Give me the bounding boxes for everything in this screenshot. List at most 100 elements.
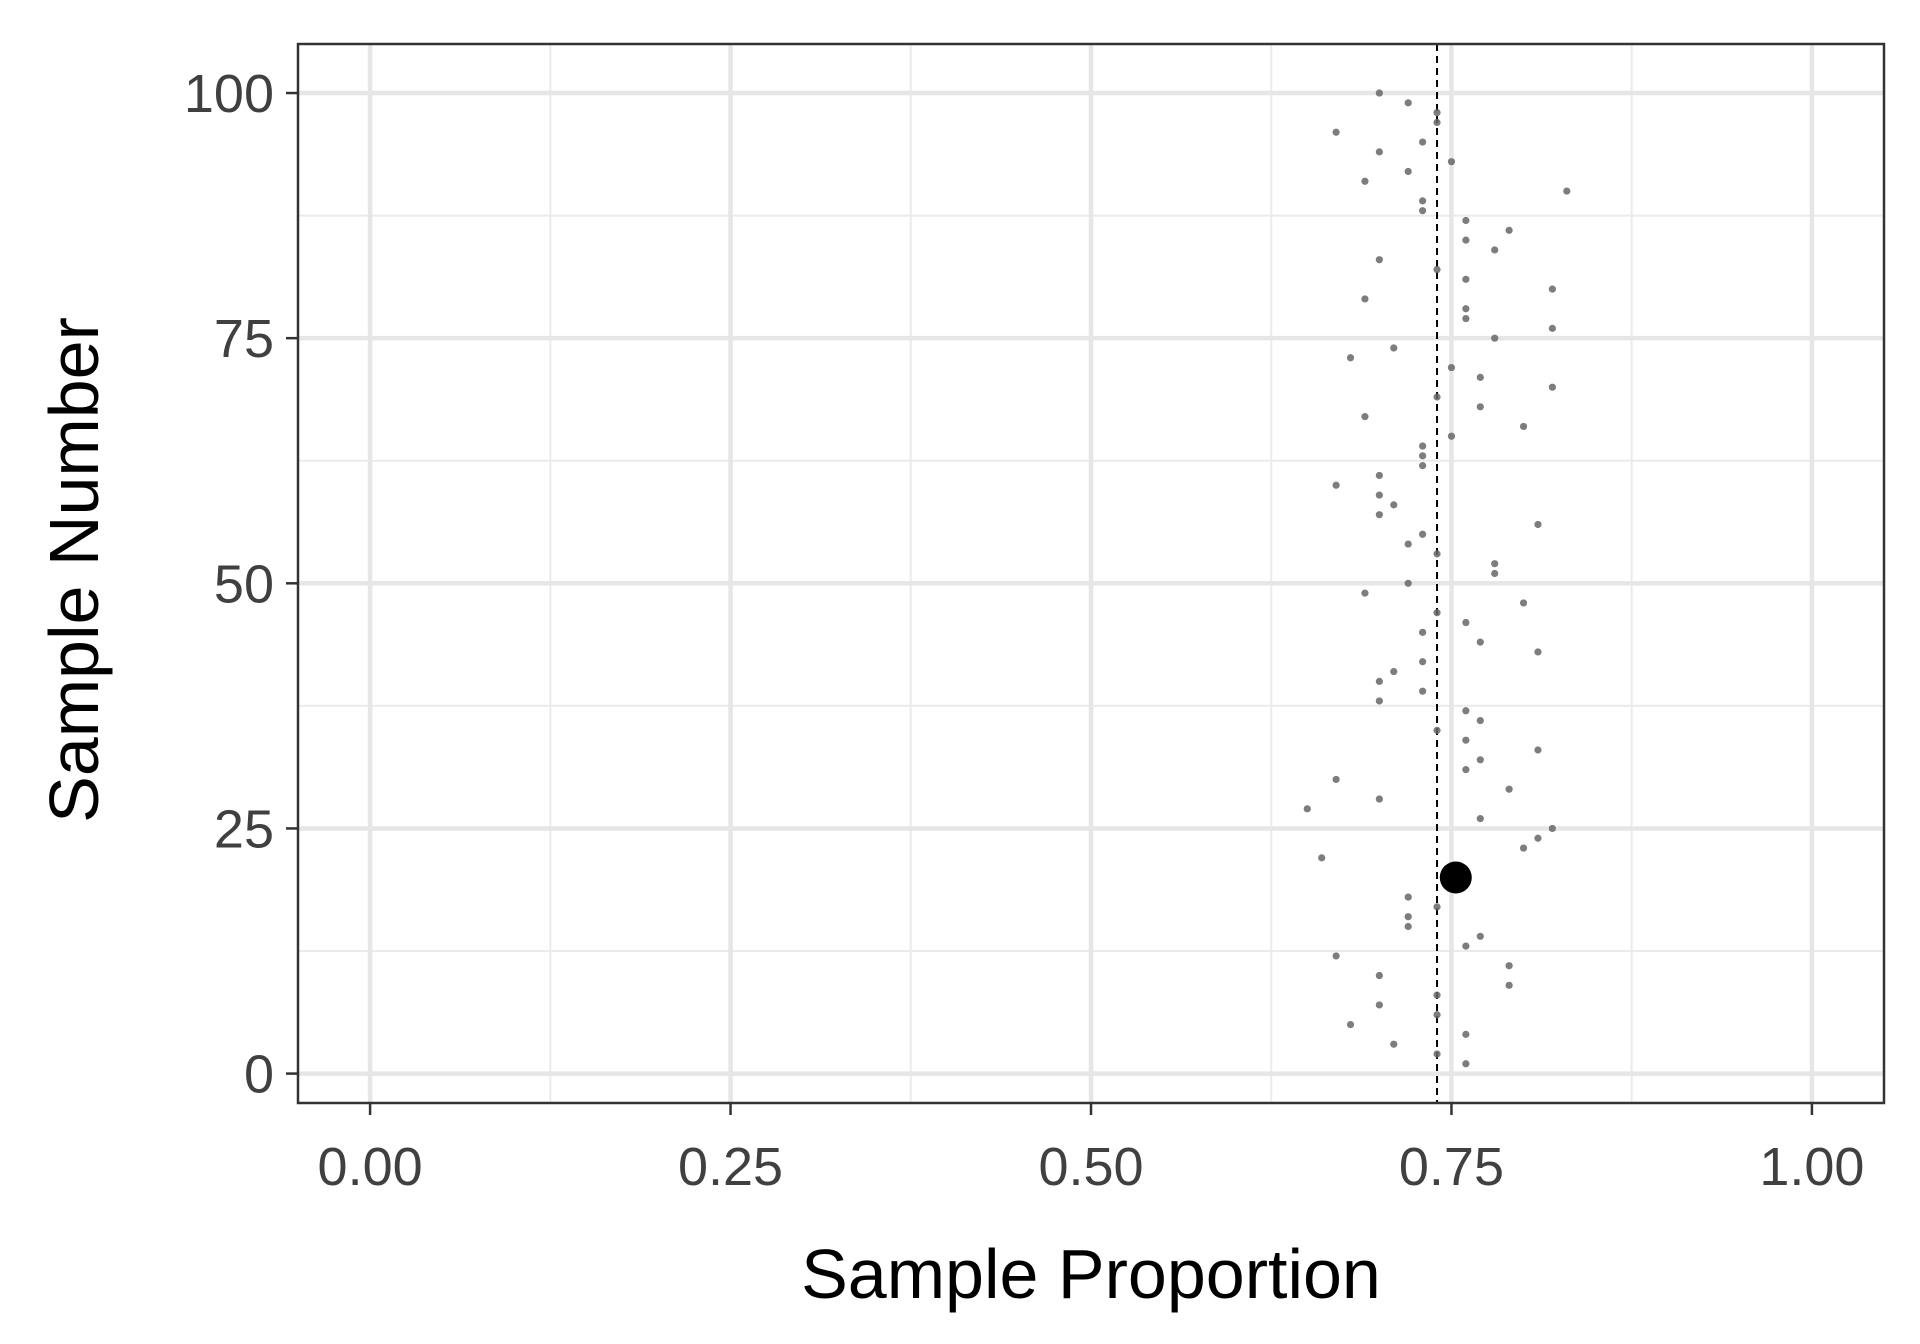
- data-point: [1361, 413, 1369, 421]
- data-point: [1433, 991, 1441, 999]
- data-point: [1491, 246, 1499, 254]
- data-point: [1332, 128, 1340, 136]
- data-point: [1419, 452, 1427, 460]
- data-point: [1447, 432, 1456, 440]
- data-point: [1361, 177, 1369, 185]
- data-point: [1563, 187, 1571, 195]
- data-point: [1505, 981, 1513, 989]
- data-point: [1433, 118, 1441, 127]
- data-point: [1419, 442, 1427, 450]
- x-axis-ticks: 0.00 0.25 0.50 0.75 1.00: [318, 1103, 1864, 1197]
- data-point: [1505, 962, 1513, 970]
- data-point: [1491, 334, 1499, 342]
- data-point: [1548, 285, 1556, 293]
- data-point: [1404, 893, 1412, 901]
- y-tick-label: 25: [214, 799, 274, 859]
- data-point: [1491, 560, 1499, 568]
- data-point: [1361, 589, 1369, 597]
- x-tick-label: 0.75: [1399, 1137, 1504, 1197]
- x-tick-label: 0.50: [1038, 1137, 1143, 1197]
- data-point: [1476, 756, 1484, 764]
- data-point: [1462, 1030, 1470, 1038]
- data-point: [1462, 216, 1470, 225]
- data-point: [1375, 491, 1383, 499]
- data-point: [1419, 207, 1427, 215]
- data-point: [1375, 1001, 1383, 1009]
- data-point: [1404, 922, 1412, 931]
- data-point: [1462, 1060, 1470, 1068]
- data-point: [1433, 393, 1441, 401]
- data-point: [1433, 903, 1441, 911]
- data-point: [1433, 550, 1441, 558]
- data-point: [1476, 403, 1484, 411]
- data-point: [1476, 932, 1484, 940]
- data-point: [1519, 599, 1528, 607]
- data-point: [1462, 305, 1470, 313]
- data-point: [1419, 138, 1427, 146]
- data-point: [1375, 89, 1383, 97]
- data-point: [1433, 726, 1441, 734]
- data-point: [1462, 942, 1470, 950]
- data-point: [1419, 628, 1427, 636]
- data-point: [1375, 511, 1383, 519]
- data-point: [1534, 520, 1542, 529]
- data-point: [1548, 324, 1556, 332]
- data-point: [1491, 569, 1499, 578]
- data-point: [1534, 746, 1542, 754]
- data-point: [1375, 148, 1383, 156]
- major-gridlines: [298, 44, 1884, 1103]
- y-tick-label: 75: [214, 309, 274, 369]
- data-point: [1404, 99, 1412, 107]
- data-points: [1303, 89, 1571, 1068]
- y-axis-ticks: 0 25 50 75 100: [184, 64, 298, 1105]
- data-point: [1361, 295, 1369, 303]
- data-point: [1390, 1040, 1398, 1048]
- data-point: [1390, 344, 1398, 352]
- data-point: [1433, 609, 1441, 617]
- data-point: [1462, 618, 1470, 627]
- data-point: [1375, 256, 1383, 264]
- data-point: [1390, 667, 1398, 676]
- data-point: [1318, 854, 1326, 862]
- x-tick-label: 0.25: [678, 1137, 783, 1197]
- data-point: [1476, 815, 1484, 823]
- data-point: [1419, 197, 1427, 205]
- y-axis-title: Sample Number: [35, 317, 113, 823]
- data-point: [1505, 785, 1513, 793]
- x-axis-title: Sample Proportion: [801, 1235, 1381, 1313]
- y-tick-label: 50: [214, 554, 274, 614]
- data-point: [1447, 158, 1456, 166]
- data-point: [1419, 658, 1427, 666]
- data-point: [1404, 540, 1412, 548]
- x-tick-label: 0.00: [318, 1137, 423, 1197]
- data-point: [1548, 383, 1556, 391]
- highlight-point: [1439, 861, 1472, 894]
- data-point: [1433, 1050, 1441, 1058]
- data-point: [1332, 481, 1340, 489]
- data-point: [1419, 462, 1427, 470]
- data-point: [1462, 314, 1470, 323]
- data-point: [1447, 363, 1456, 372]
- data-point: [1375, 471, 1383, 480]
- data-point: [1375, 795, 1383, 803]
- data-point: [1534, 648, 1542, 656]
- x-tick-label: 1.00: [1759, 1137, 1864, 1197]
- data-point: [1462, 766, 1470, 774]
- data-point: [1375, 697, 1383, 705]
- data-point: [1332, 952, 1340, 960]
- data-point: [1433, 265, 1441, 274]
- y-tick-label: 100: [184, 64, 274, 124]
- data-point: [1419, 687, 1427, 695]
- data-point: [1505, 226, 1513, 234]
- data-point: [1332, 775, 1340, 784]
- data-point: [1476, 638, 1484, 646]
- data-point: [1462, 736, 1470, 744]
- data-point: [1519, 422, 1528, 431]
- data-point: [1419, 530, 1427, 538]
- data-point: [1462, 236, 1470, 244]
- data-point: [1375, 971, 1383, 980]
- data-point: [1404, 579, 1412, 587]
- data-point: [1462, 707, 1470, 715]
- data-point: [1404, 913, 1412, 921]
